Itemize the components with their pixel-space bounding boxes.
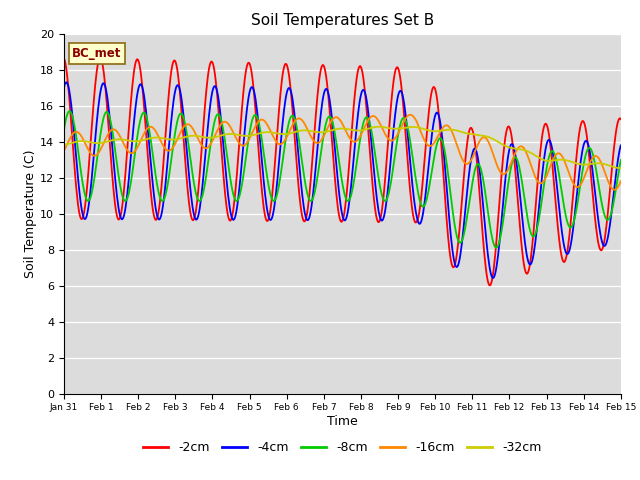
Text: BC_met: BC_met — [72, 47, 122, 60]
X-axis label: Time: Time — [327, 415, 358, 428]
Y-axis label: Soil Temperature (C): Soil Temperature (C) — [24, 149, 37, 278]
Legend: -2cm, -4cm, -8cm, -16cm, -32cm: -2cm, -4cm, -8cm, -16cm, -32cm — [138, 436, 547, 459]
Title: Soil Temperatures Set B: Soil Temperatures Set B — [251, 13, 434, 28]
